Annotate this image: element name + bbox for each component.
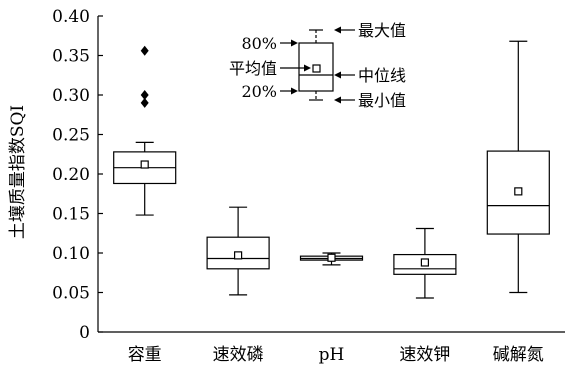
legend-arrowhead-max xyxy=(334,26,341,34)
x-axis-categories: 容重 速效磷 pH 速效钾 碱解氮 xyxy=(128,345,544,365)
y-tick-label: 0.05 xyxy=(52,284,90,304)
legend-arrowhead-mean xyxy=(304,64,311,72)
x-category-label: 容重 xyxy=(128,345,162,365)
mean-marker xyxy=(234,251,243,260)
y-tick-label: 0.15 xyxy=(52,205,90,225)
outlier-point xyxy=(140,45,149,56)
legend-arrowhead-p80 xyxy=(291,39,298,47)
mean-marker xyxy=(420,258,429,267)
outlier-point xyxy=(140,97,149,108)
x-category-label: 碱解氮 xyxy=(493,345,544,365)
legend-arrowhead-median xyxy=(334,71,341,79)
legend: 最大值 中位线 最小值 80% 平均值 20% xyxy=(229,21,406,110)
box-group-5 xyxy=(486,40,550,294)
legend-label-min: 最小值 xyxy=(358,91,406,110)
y-tick-label: 0 xyxy=(79,323,90,343)
y-tick-label: 0.30 xyxy=(52,86,90,106)
y-axis-ticks: 0 0.05 0.10 0.15 0.20 0.25 0.30 0.35 0.40 xyxy=(52,7,103,343)
y-tick-label: 0.20 xyxy=(52,165,90,185)
legend-label-median: 中位线 xyxy=(358,66,406,85)
legend-mean-marker xyxy=(312,64,321,73)
mean-marker xyxy=(327,253,336,262)
x-category-label: 速效磷 xyxy=(213,345,264,365)
legend-arrowhead-min xyxy=(334,96,341,104)
y-tick-label: 0.25 xyxy=(52,126,90,146)
legend-label-p80: 80% xyxy=(241,34,277,53)
y-tick-label: 0.40 xyxy=(52,7,90,27)
box-group-2 xyxy=(206,206,270,296)
box-group-1 xyxy=(113,45,177,216)
y-tick-label: 0.10 xyxy=(52,244,90,264)
mean-marker xyxy=(514,187,523,196)
legend-label-p20: 20% xyxy=(241,82,277,101)
box-group-3 xyxy=(299,252,364,266)
legend-label-max: 最大值 xyxy=(358,21,406,40)
mean-marker xyxy=(140,160,149,169)
box-series xyxy=(113,40,550,299)
box-group-4 xyxy=(393,227,457,299)
x-category-label: 速效钾 xyxy=(399,345,450,365)
x-category-label: pH xyxy=(319,345,345,365)
y-axis-title: 土壤质量指数SQI xyxy=(7,105,28,239)
y-tick-label: 0.35 xyxy=(52,47,90,67)
legend-arrowhead-p20 xyxy=(291,87,298,95)
outlier-point xyxy=(140,90,149,100)
legend-label-mean: 平均值 xyxy=(229,59,277,78)
